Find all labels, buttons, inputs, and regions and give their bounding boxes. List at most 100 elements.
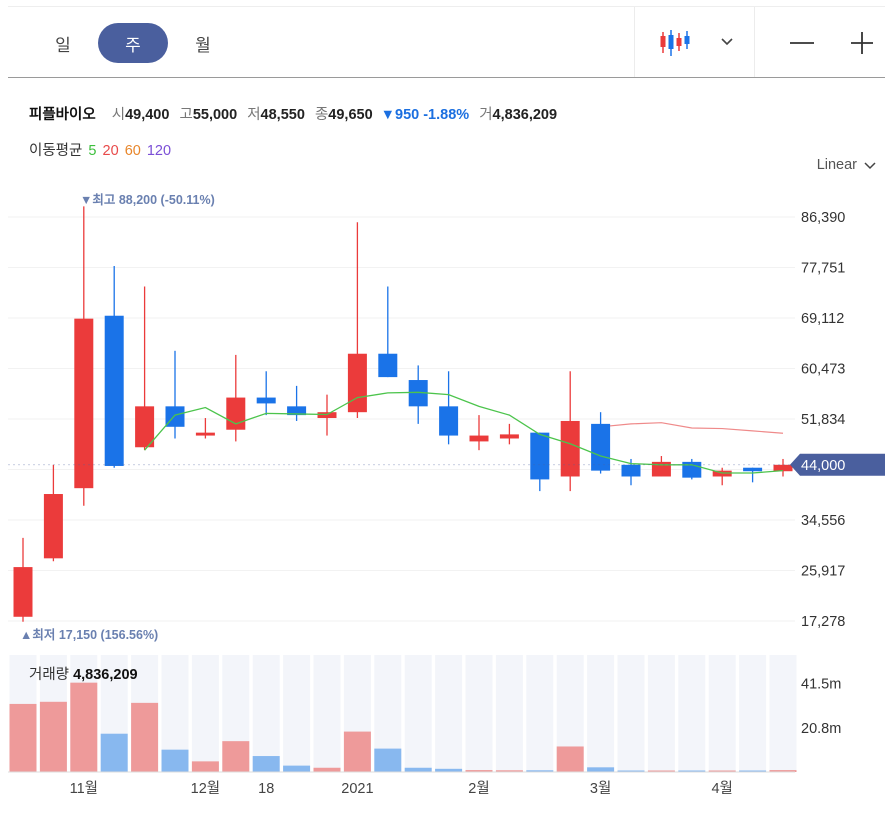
candle-body xyxy=(560,420,580,477)
candle-body xyxy=(591,423,611,471)
volume-bar xyxy=(131,702,159,772)
volume-bg xyxy=(252,655,280,772)
volume-bar xyxy=(70,682,98,772)
moving-average-legend: 이동평균 5 20 60 120 xyxy=(29,139,173,160)
volume-bar xyxy=(161,749,189,772)
candle xyxy=(165,350,185,439)
volume-bg xyxy=(313,655,341,772)
candle xyxy=(469,415,489,451)
candle xyxy=(347,222,367,419)
candle xyxy=(226,354,246,442)
volume-bg xyxy=(283,655,311,772)
candle xyxy=(651,456,671,477)
candlestick-icon[interactable] xyxy=(658,27,694,59)
x-tick-label: 12월 xyxy=(191,780,220,797)
candle xyxy=(499,423,519,445)
candle xyxy=(287,385,307,421)
x-tick-label: 2021 xyxy=(341,781,373,797)
volume-bar xyxy=(9,703,37,772)
scale-mode-select[interactable]: Linear xyxy=(817,157,877,173)
x-tick-label: 2월 xyxy=(468,780,489,797)
ma-60[interactable]: 60 xyxy=(124,143,141,159)
candle-body xyxy=(165,406,185,427)
candle xyxy=(104,266,124,468)
volume-tick-label: 41.5m xyxy=(801,677,841,693)
candle-body xyxy=(469,435,489,442)
tab-month[interactable]: 월 xyxy=(195,35,211,55)
y-tick-label: 51,834 xyxy=(801,412,845,428)
y-tick-label: 34,556 xyxy=(801,513,845,529)
ma-5[interactable]: 5 xyxy=(88,143,97,159)
candle xyxy=(195,418,215,439)
volume-bar xyxy=(647,770,675,772)
candle-body xyxy=(378,353,398,378)
close-value: 49,650 xyxy=(328,107,373,123)
candle-body xyxy=(621,464,641,477)
volume-bar xyxy=(769,770,797,772)
min-price-annotation: ▲최저 17,150 (156.56%) xyxy=(20,627,158,642)
candle xyxy=(13,537,33,622)
chevron-down-icon xyxy=(864,162,876,170)
tab-week[interactable]: 주 xyxy=(98,23,168,63)
candle xyxy=(43,464,63,562)
ma-20[interactable]: 20 xyxy=(102,143,119,159)
volume-bar xyxy=(435,768,463,772)
candle xyxy=(408,365,428,424)
current-price-tag xyxy=(790,453,885,476)
candle-body xyxy=(743,467,763,472)
volume-panel-value: 4,836,209 xyxy=(73,667,138,683)
candle-body xyxy=(104,315,124,466)
y-tick-label: 25,917 xyxy=(801,564,845,580)
candle-body xyxy=(499,434,519,439)
volume-bar xyxy=(283,765,311,772)
chevron-down-icon[interactable] xyxy=(714,29,740,55)
candle xyxy=(773,458,793,477)
change-percent: -1.88% xyxy=(423,107,470,123)
volume-value: 4,836,209 xyxy=(492,107,558,123)
x-tick-label: 11월 xyxy=(70,780,98,797)
volume-bar xyxy=(587,767,615,772)
candle-body xyxy=(287,406,307,416)
candle xyxy=(560,371,580,492)
volume-tick-label: 20.8m xyxy=(801,721,841,737)
plus-icon[interactable] xyxy=(846,27,878,59)
open-label: 시 xyxy=(111,107,126,123)
high-label: 고 xyxy=(179,107,193,123)
candle-body xyxy=(347,353,367,413)
volume-bar xyxy=(252,756,280,772)
candle xyxy=(256,371,276,416)
candle-body xyxy=(256,397,276,404)
change-value: ▼950 xyxy=(380,107,420,123)
x-tick-label: 18 xyxy=(258,781,274,797)
volume-label: 거 xyxy=(479,107,493,123)
volume-bg xyxy=(435,655,463,772)
volume-bar xyxy=(495,770,523,772)
x-tick-label: 3월 xyxy=(590,780,611,797)
volume-panel-label: 거래량 4,836,209 xyxy=(29,663,138,684)
volume-bar xyxy=(39,701,67,772)
volume-bg xyxy=(647,655,675,772)
y-tick-label: 86,390 xyxy=(801,210,845,226)
candle-body xyxy=(530,432,550,480)
volume-bar xyxy=(404,767,432,772)
candle-body xyxy=(439,406,459,436)
max-price-annotation: ▼최고 88,200 (-50.11%) xyxy=(80,192,215,207)
volume-bg xyxy=(465,655,493,772)
volume-bg xyxy=(495,655,523,772)
candle xyxy=(621,458,641,486)
ma-120[interactable]: 120 xyxy=(146,143,172,159)
volume-bar xyxy=(556,746,584,772)
y-tick-label: 17,278 xyxy=(801,614,845,630)
high-value: 55,000 xyxy=(192,107,238,123)
candle xyxy=(712,467,732,486)
volume-bar xyxy=(313,767,341,772)
volume-bg xyxy=(769,655,797,772)
candle-body xyxy=(651,461,671,477)
volume-bar xyxy=(465,770,493,772)
candle xyxy=(591,412,611,474)
tab-day[interactable]: 일 xyxy=(55,35,71,55)
minus-icon[interactable] xyxy=(786,27,818,59)
candle xyxy=(74,206,94,506)
low-label: 저 xyxy=(247,107,261,123)
